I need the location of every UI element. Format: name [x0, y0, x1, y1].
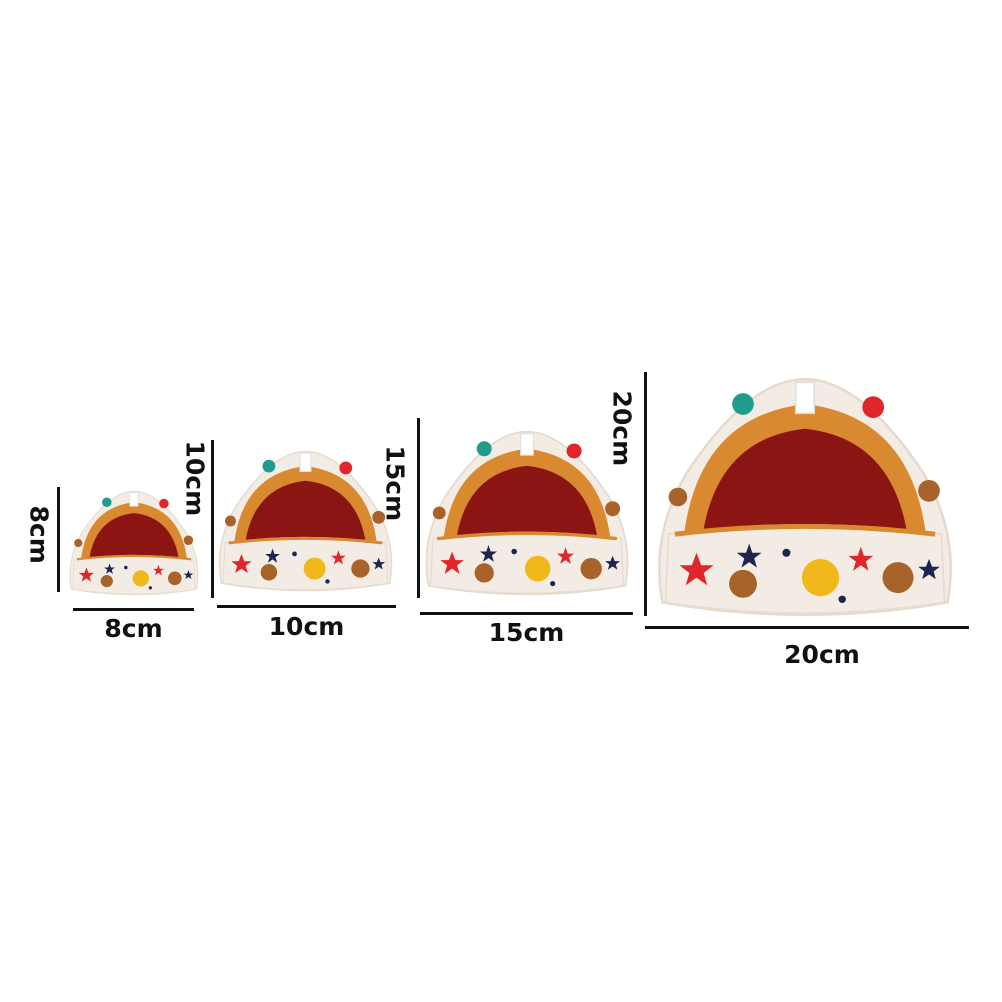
- height-dimension-line: [417, 418, 420, 598]
- width-dimension-line: [645, 626, 969, 629]
- hamster-house-image-extra-large: [650, 368, 960, 626]
- height-label: 20cm: [607, 390, 637, 467]
- height-label: 15cm: [380, 445, 410, 522]
- height-dimension-line: [644, 372, 647, 616]
- height-dimension-line: [57, 487, 60, 592]
- width-dimension-line: [217, 605, 396, 608]
- height-label: 8cm: [24, 505, 54, 564]
- height-label: 10cm: [180, 440, 210, 517]
- width-label: 15cm: [488, 618, 565, 647]
- hamster-house-image-medium: [214, 440, 397, 602]
- height-dimension-line: [211, 440, 214, 598]
- width-label: 20cm: [784, 640, 860, 669]
- width-label: 8cm: [104, 614, 163, 643]
- width-dimension-line: [420, 612, 633, 615]
- width-label: 10cm: [268, 612, 345, 641]
- hamster-house-image-large: [420, 414, 634, 612]
- width-dimension-line: [73, 608, 194, 611]
